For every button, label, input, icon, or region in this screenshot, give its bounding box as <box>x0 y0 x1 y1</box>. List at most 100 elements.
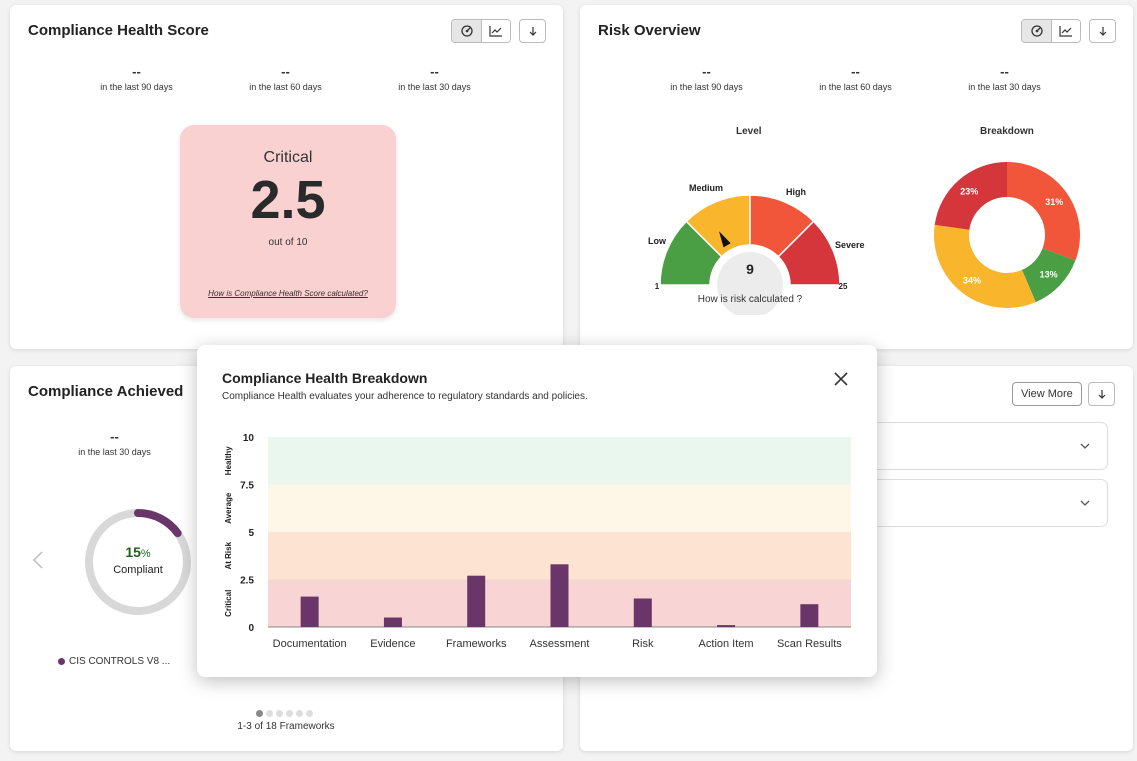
compliance-breakdown-modal: Compliance Health Breakdown Compliance H… <box>197 345 877 677</box>
bar-scan-results[interactable] <box>800 604 819 627</box>
donut-slice <box>1021 248 1076 303</box>
card-title: Compliance Achieved <box>28 383 184 400</box>
bar-frameworks[interactable] <box>467 575 486 627</box>
gauge-needle <box>719 231 731 248</box>
card-title: Risk Overview <box>598 22 701 39</box>
donut-slice-label: 34% <box>963 276 981 286</box>
stat-90-days: -- in the last 90 days <box>100 64 173 93</box>
bar-assessment[interactable] <box>550 564 569 627</box>
bar-action-item[interactable] <box>717 625 736 628</box>
modal-subtitle: Compliance Health evaluates your adheren… <box>222 391 588 402</box>
gauge-band-high: High <box>786 187 806 197</box>
bar-risk[interactable] <box>633 598 652 628</box>
view-toggle <box>1021 19 1081 43</box>
y-tick-label: 7.5 <box>240 481 254 492</box>
x-tick-label: Assessment <box>530 638 590 650</box>
download-icon <box>1098 389 1105 399</box>
risk-overview-card: Risk Overview -- in the last 90 days -- in… <box>580 5 1133 349</box>
gauge-band-low: Low <box>648 236 667 246</box>
x-tick-label: Evidence <box>370 638 415 650</box>
x-tick-label: Documentation <box>273 638 347 650</box>
gauge-view-button[interactable] <box>452 20 481 42</box>
x-tick-label: Risk <box>632 638 654 650</box>
carousel-prev-icon[interactable] <box>32 550 44 570</box>
x-tick-label: Action Item <box>699 638 754 650</box>
gauge-min: 1 <box>655 282 660 291</box>
carousel-dot[interactable] <box>266 710 273 717</box>
health-score-max: out of 10 <box>268 237 308 248</box>
breakdown-bar-chart: 0 2.5 5 7.5 10 Critical At Risk Average Healthy… <box>224 433 851 650</box>
bar-evidence[interactable] <box>383 617 402 628</box>
view-more-button[interactable]: View More <box>1012 382 1082 406</box>
donut-slice <box>1007 162 1080 261</box>
band-label: Critical <box>224 590 233 617</box>
carousel-dot[interactable] <box>306 710 313 717</box>
donut-slice-label: 31% <box>1045 197 1063 207</box>
download-button[interactable] <box>1088 382 1115 406</box>
close-button[interactable] <box>831 369 851 389</box>
line-chart-icon <box>1059 26 1072 37</box>
bar-documentation[interactable] <box>300 596 319 627</box>
stat-60-days: -- in the last 60 days <box>249 64 322 93</box>
compliance-ring <box>85 509 191 615</box>
stat-30-days: -- in the last 30 days <box>398 64 471 93</box>
band-label: At Risk <box>224 541 233 569</box>
gauge-icon <box>1030 25 1043 37</box>
trend-view-button[interactable] <box>481 20 510 42</box>
download-icon <box>1099 26 1106 36</box>
download-button[interactable] <box>1089 19 1116 43</box>
compliance-health-card: Compliance Health Score -- in the last 90… <box>10 5 563 349</box>
modal-title: Compliance Health Breakdown <box>222 370 428 386</box>
compliance-ring-label: Compliant <box>113 564 163 576</box>
carousel-dot[interactable] <box>276 710 283 717</box>
y-tick-label: 10 <box>243 433 255 444</box>
donut-slice <box>934 224 1036 308</box>
compliance-ring-text: 15% Compliant <box>82 544 194 576</box>
gauge-band-severe: Severe <box>835 240 865 250</box>
y-tick-label: 2.5 <box>240 576 254 587</box>
health-score-value: 2.5 <box>250 170 326 230</box>
carousel-dot[interactable] <box>296 710 303 717</box>
legend-dot <box>58 658 65 665</box>
close-icon <box>834 372 848 386</box>
stat-90-days: -- in the last 90 days <box>670 64 743 93</box>
risk-gauge: 9 Low Medium High Severe 1 25 How is ris… <box>648 183 865 315</box>
risk-calc-link[interactable]: How is risk calculated ? <box>698 294 803 305</box>
band-label: Healthy <box>224 446 233 475</box>
framework-legend-item: CIS CONTROLS V8 ... <box>58 656 170 667</box>
health-score-info-link[interactable]: How is Compliance Health Score calculate… <box>208 289 368 298</box>
view-toggle <box>451 19 511 43</box>
health-status: Critical <box>263 149 313 166</box>
compliance-percent-sign: % <box>140 548 151 560</box>
band-healthy <box>268 437 851 485</box>
band-label: Average <box>224 492 233 524</box>
donut-slice-label: 23% <box>960 187 978 197</box>
gauge-band-medium: Medium <box>689 183 723 193</box>
trend-view-button[interactable] <box>1051 20 1080 42</box>
download-button[interactable] <box>519 19 546 43</box>
stat-30-days: -- in the last 30 days <box>968 64 1041 93</box>
gauge-value: 9 <box>746 261 754 277</box>
stat-60-days: -- in the last 60 days <box>819 64 892 93</box>
level-label: Level <box>736 126 762 137</box>
y-tick-label: 5 <box>248 528 254 539</box>
gauge-hub <box>717 252 783 315</box>
gauge-icon <box>460 25 473 37</box>
gauge-max: 25 <box>839 282 848 291</box>
chevron-down-icon <box>1080 500 1090 506</box>
compliance-percent: 15 <box>125 544 141 560</box>
gauge-view-button[interactable] <box>1022 20 1051 42</box>
donut-slice <box>934 162 1007 230</box>
donut-slice-label: 13% <box>1040 270 1058 280</box>
download-icon <box>529 26 536 36</box>
y-tick-label: 0 <box>248 623 254 634</box>
compliance-ring-arc <box>134 509 182 538</box>
carousel-dot[interactable] <box>286 710 293 717</box>
stat-30-days: -- in the last 30 days <box>78 429 151 458</box>
carousel-dots <box>256 710 313 717</box>
chevron-down-icon <box>1080 443 1090 449</box>
x-tick-label: Scan Results <box>777 638 842 650</box>
x-tick-label: Frameworks <box>446 638 507 650</box>
risk-breakdown-donut: 31% 13% 34% 23% <box>934 162 1080 308</box>
carousel-dot[interactable] <box>256 710 263 717</box>
